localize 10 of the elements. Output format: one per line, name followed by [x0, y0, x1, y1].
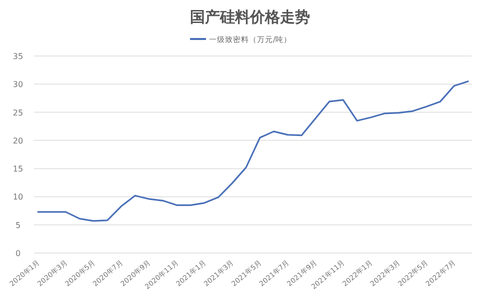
- y-tick-label: 5: [15, 220, 21, 230]
- y-tick-label: 20: [12, 136, 24, 146]
- line-series: [37, 80, 469, 222]
- chart-title: 国产硅料价格走势: [190, 8, 310, 26]
- y-tick-label: 15: [12, 164, 24, 174]
- y-tick-label: 35: [12, 52, 24, 61]
- y-tick-label: 10: [12, 192, 24, 202]
- y-tick-label: 25: [12, 108, 24, 118]
- y-tick-label: 0: [15, 249, 21, 258]
- y-tick-label: 30: [12, 80, 24, 90]
